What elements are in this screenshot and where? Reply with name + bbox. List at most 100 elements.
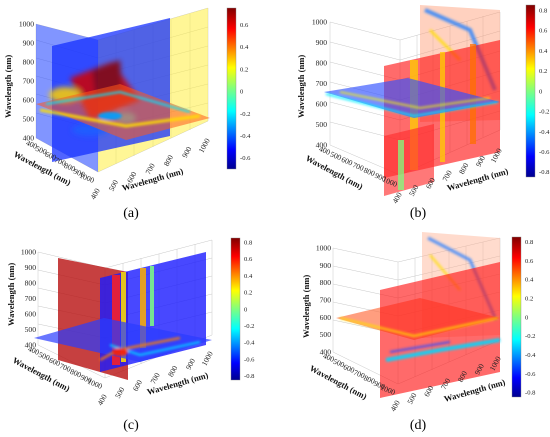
panel-c-z-tick: 700 xyxy=(25,294,37,303)
panel-c-x-tick: 1000 xyxy=(200,350,215,368)
panel-b-x-tick: 800 xyxy=(457,161,470,175)
panel-a-y-tick: 900 xyxy=(72,167,86,180)
panel-b-z-tick: 1000 xyxy=(312,18,327,27)
panel-d-colorbar-tick: 0.2 xyxy=(525,295,533,302)
panel-b-colorbar-tick: 0.2 xyxy=(539,68,547,75)
panel-b-colorbar-tick: 0.8 xyxy=(539,7,548,14)
panel-d-y-tick: 800 xyxy=(362,373,376,386)
panel-b-caption: (b) xyxy=(410,206,427,221)
panel-c-slices xyxy=(34,252,212,380)
panel-b-z-tick: 400 xyxy=(316,141,328,150)
panel-d-x-tick: 400 xyxy=(388,399,401,413)
panel-a-x-tick: 1000 xyxy=(197,137,212,155)
panel-a-x-tick: 500 xyxy=(107,178,120,192)
panel-c-z-tick: 600 xyxy=(25,310,37,319)
panel-d-colorbar-tick: -0.8 xyxy=(525,390,536,397)
panel-b-colorbar-tick: -0.6 xyxy=(539,149,550,156)
panel-a-z-axis-label: Wavelength (nm) xyxy=(3,55,13,118)
panel-d-caption: (d) xyxy=(410,418,427,433)
panel-c-colorbar-tick: -0.2 xyxy=(244,323,254,330)
panel-a-z-tick: 900 xyxy=(23,39,35,48)
panel-c-colorbar xyxy=(230,237,241,381)
panel-a-caption: (a) xyxy=(123,206,139,221)
panel-c-colorbar-tick: -0.8 xyxy=(244,373,255,380)
panel-d-slices xyxy=(336,232,501,398)
panel-c-caption: (c) xyxy=(123,418,139,433)
panel-d-z-tick: 600 xyxy=(320,313,332,322)
panel-d-z-tick: 400 xyxy=(320,348,332,357)
panel-b-colorbar-tick: -0.4 xyxy=(539,129,550,136)
panel-c-colorbar-tick: 0 xyxy=(244,306,248,313)
panel-d-colorbar-tick: -0.2 xyxy=(525,333,535,340)
panel-c-colorbar-tick: -0.4 xyxy=(244,340,255,347)
panel-a-y-tick: 1000 xyxy=(78,171,96,185)
panel-a-z-tick: 700 xyxy=(23,77,35,86)
panel-b-y-tick: 800 xyxy=(362,166,376,179)
panel-a-z-tick: 500 xyxy=(23,115,35,124)
panel-d-colorbar-tick: 0.8 xyxy=(525,239,534,246)
panel-b-colorbar-tick: 0.4 xyxy=(539,48,548,55)
panel-d-y-tick: 900 xyxy=(373,379,387,392)
panel-c-y-tick: 700 xyxy=(58,361,72,374)
panel-b-colorbar xyxy=(525,4,536,178)
panel-c-y-tick: 400 xyxy=(27,344,41,357)
panel-b-z-axis-label: Wavelength (nm) xyxy=(296,55,306,118)
panel-d-colorbar-ticks: 0.8 0.6 0.4 0.2 0 -0.2 -0.4 -0.6 -0.8 xyxy=(525,239,536,397)
panel-c-z-ticks: 400 500 600 700 800 900 1000 xyxy=(21,248,36,350)
panel-c-y-tick: 500 xyxy=(37,350,51,363)
panel-d-y-tick: 700 xyxy=(352,368,366,381)
panel-a-z-ticks: 400 500 600 700 800 900 1000 xyxy=(19,20,34,143)
panel-a-colorbar-tick: -0.2 xyxy=(240,111,250,118)
panel-b-colorbar-tick: 0 xyxy=(539,88,543,95)
panel-b-x-axis-label: Wavelength (nm) xyxy=(446,166,510,193)
panel-a-colorbar-tick: -0.4 xyxy=(240,133,251,140)
panel-c-z-tick: 900 xyxy=(25,263,37,272)
panel-c-colorbar-tick: 0.8 xyxy=(244,239,253,246)
panel-c-z-tick: 800 xyxy=(25,279,37,288)
panel-c-colorbar-tick: 0.2 xyxy=(244,290,252,297)
panel-a-colorbar-tick: 0 xyxy=(240,89,244,96)
panel-d-colorbar-tick: 0.4 xyxy=(525,277,534,284)
panel-d-colorbar-tick: 0 xyxy=(525,314,529,321)
panel-d-colorbar-tick: 0.6 xyxy=(525,258,534,265)
panel-c-x-tick: 600 xyxy=(131,378,144,392)
panel-c-colorbar-tick: 0.6 xyxy=(244,256,253,263)
panel-b-colorbar-tick: 0.6 xyxy=(539,28,548,35)
panel-d-colorbar-tick: -0.4 xyxy=(525,352,536,359)
panel-a-y-tick: 500 xyxy=(34,144,48,157)
panel-d-z-tick: 1000 xyxy=(316,244,331,253)
panel-a-colorbar-tick: 0.6 xyxy=(240,22,249,29)
panel-c-x-tick: 400 xyxy=(95,393,108,407)
panel-a-x-tick: 900 xyxy=(180,145,193,159)
panel-b-z-tick: 900 xyxy=(316,38,328,47)
panel-c-z-axis-label: Wavelength (nm) xyxy=(6,263,16,326)
panel-a-x-tick: 800 xyxy=(162,153,175,167)
panel-a-x-tick: 400 xyxy=(88,187,101,201)
panel-c-z-tick: 500 xyxy=(25,325,37,334)
panel-b-colorbar-tick: -0.8 xyxy=(539,169,550,176)
panel-a-z-tick: 600 xyxy=(23,96,35,105)
panel-c-horizontal-plane xyxy=(34,318,212,362)
panel-d-z-tick: 500 xyxy=(320,330,332,339)
panel-d-y-tick: 600 xyxy=(342,362,356,375)
panel-c-y-tick: 800 xyxy=(69,367,83,380)
panel-a-z-tick: 800 xyxy=(23,58,35,67)
panel-b-colorbar-ticks: 0.8 0.6 0.4 0.2 0 -0.2 -0.4 -0.6 -0.8 xyxy=(539,7,550,176)
panel-d-z-tick: 900 xyxy=(320,261,332,270)
panel-b-slices xyxy=(324,5,500,196)
panel-a-slices xyxy=(36,8,210,172)
panel-d-z-tick: 700 xyxy=(320,296,332,305)
panel-b-y-tick: 400 xyxy=(318,144,332,157)
panel-c-x-tick: 900 xyxy=(184,357,197,371)
panel-c-y-tick: 900 xyxy=(79,373,93,386)
panel-d-colorbar xyxy=(511,236,522,398)
panel-c-y-tick: 600 xyxy=(48,356,62,369)
panel-b-colorbar-tick: -0.2 xyxy=(539,109,549,116)
panel-b-y-tick: 500 xyxy=(329,150,343,163)
panel-a-colorbar-ticks: 0.6 0.4 0.2 0 -0.2 -0.4 -0.6 xyxy=(240,22,251,162)
